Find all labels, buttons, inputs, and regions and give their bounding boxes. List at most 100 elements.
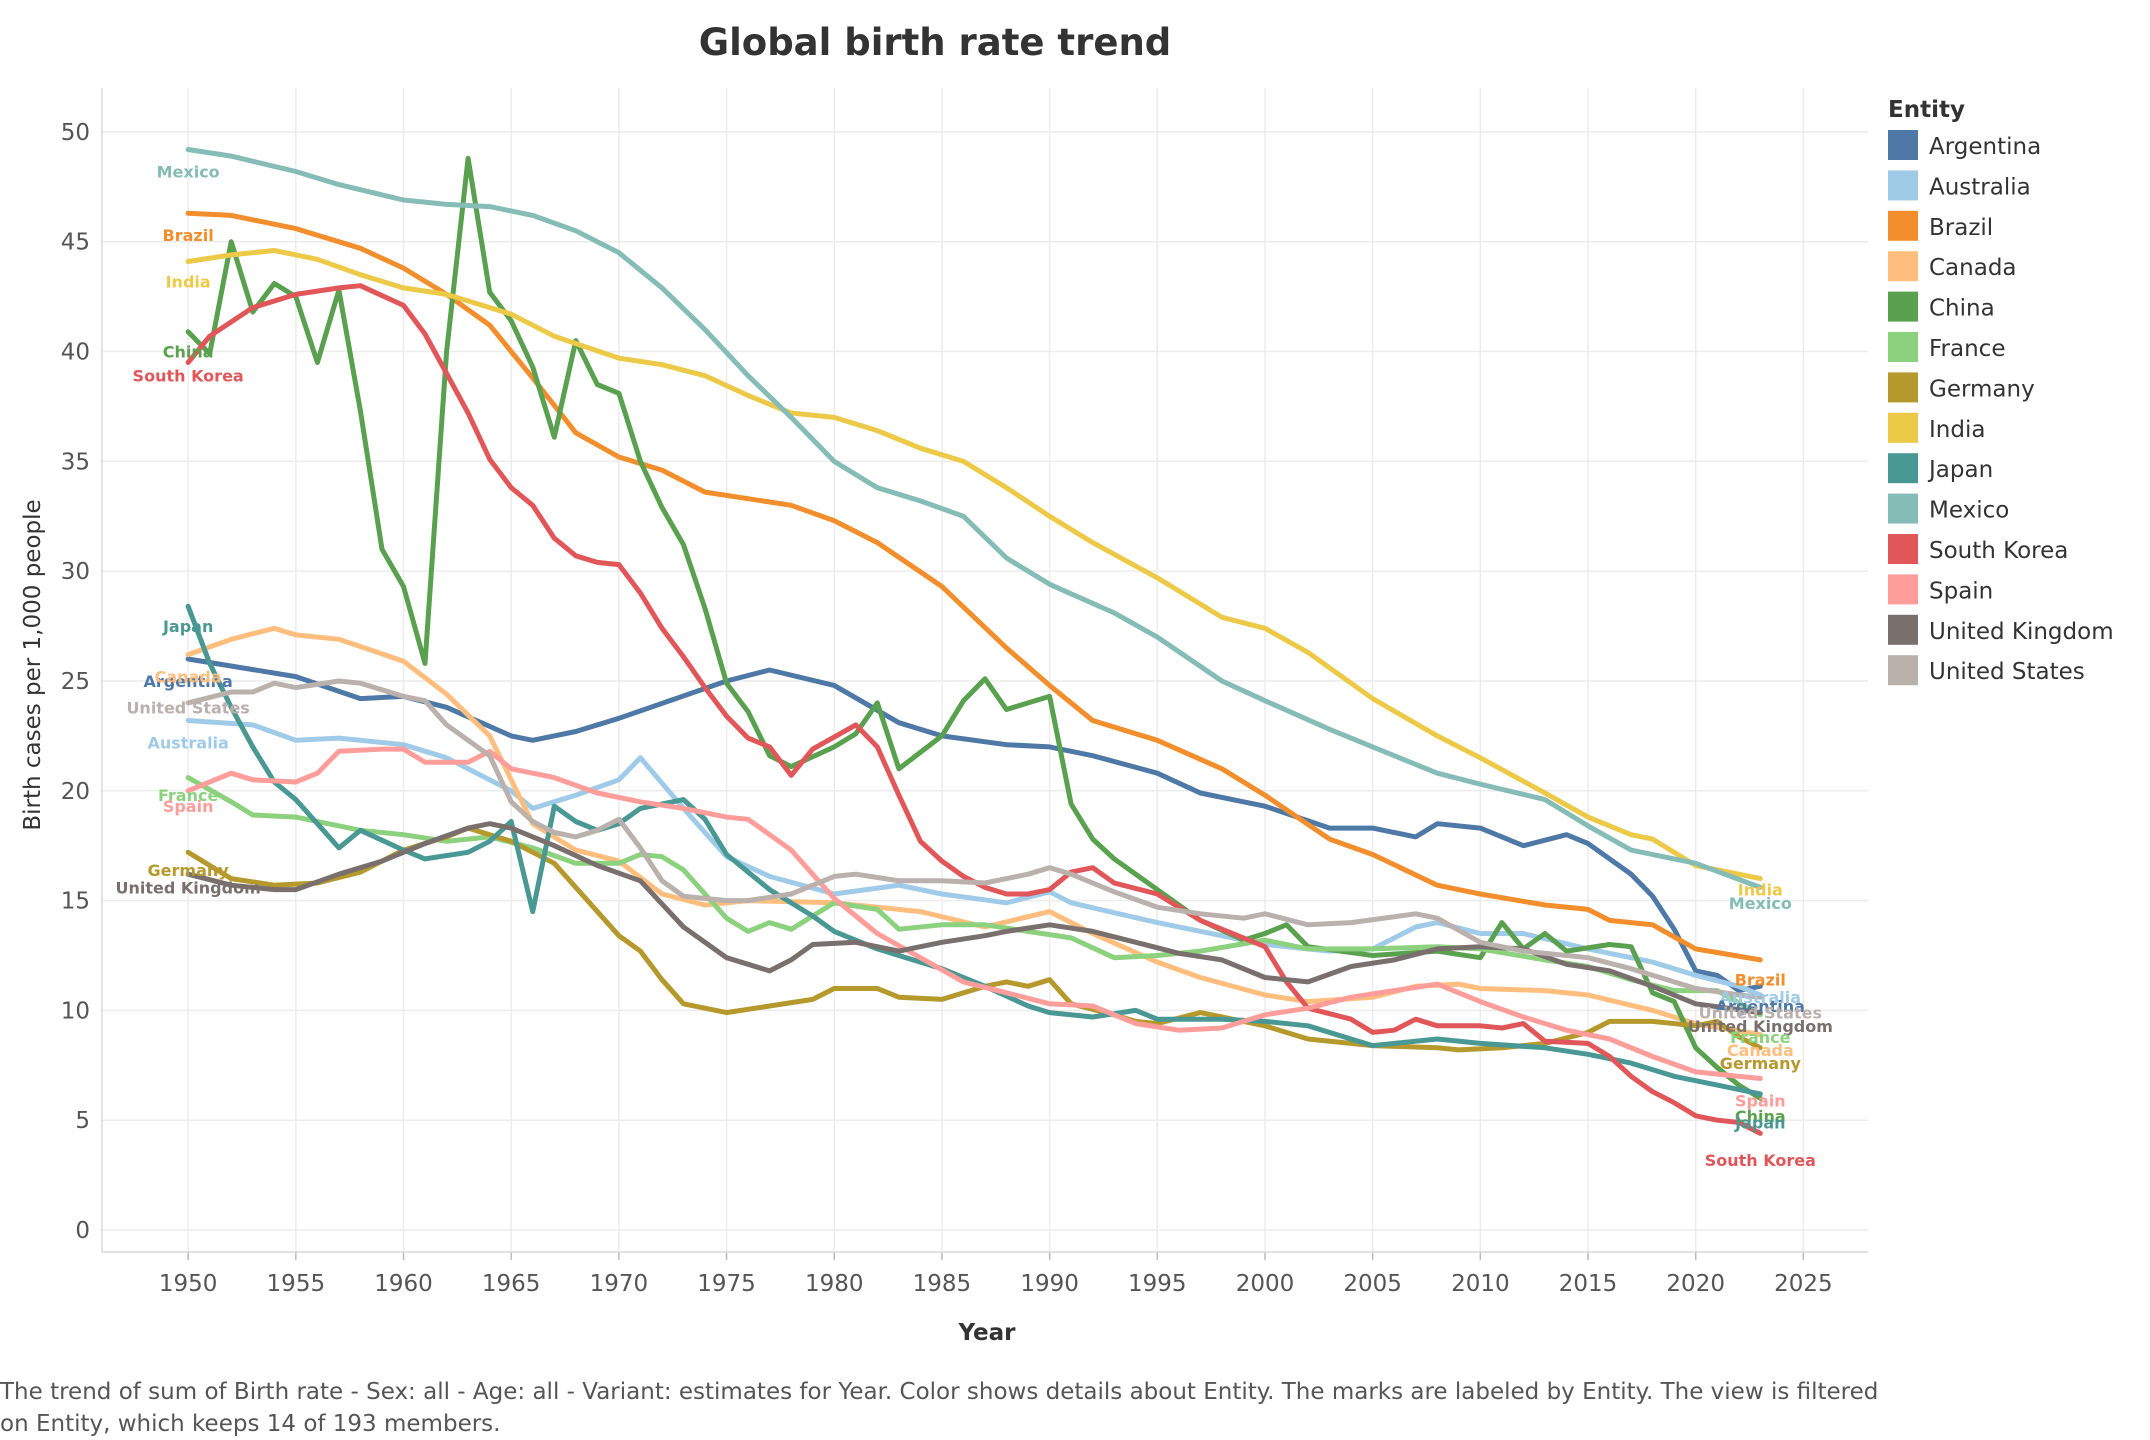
legend-label-canada[interactable]: Canada	[1929, 255, 2017, 281]
start-label-argentina: Argentina	[143, 672, 232, 691]
legend: Entity Argentina Australia Brazil Canada Chi…	[1888, 97, 2114, 686]
x-axis-title: Year	[957, 1320, 1016, 1346]
start-label-canada: Canada	[155, 668, 222, 687]
legend-swatch-argentina[interactable]	[1888, 130, 1918, 160]
start-label-united-kingdom: United Kingdom	[116, 878, 261, 897]
legend-swatch-india[interactable]	[1888, 412, 1918, 443]
start-label-australia: Australia	[147, 733, 228, 752]
y-axis-title: Birth cases per 1,000 people	[20, 499, 46, 830]
legend-swatch-mexico[interactable]	[1888, 493, 1918, 524]
legend-swatch-japan[interactable]	[1888, 453, 1918, 484]
end-label-united-kingdom: United Kingdom	[1688, 1017, 1833, 1036]
chart-caption: The trend of sum of Birth rate - Sex: al…	[0, 1379, 1879, 1437]
y-tick-label-20: 20	[61, 779, 90, 805]
start-label-japan: Japan	[162, 617, 213, 636]
legend-swatch-brazil[interactable]	[1888, 210, 1918, 241]
start-label-spain: Spain	[163, 797, 214, 816]
series-line-japan[interactable]	[185, 603, 1763, 1097]
y-tick-label-15: 15	[61, 889, 90, 915]
legend-swatch-united-states[interactable]	[1888, 655, 1918, 686]
axes: 1950 1955 1960 1965 1970 1975 1980 1985 1990 1995…	[61, 88, 1868, 1297]
legend-label-argentina[interactable]: Argentina	[1929, 134, 2041, 160]
legend-swatch-united-kingdom[interactable]	[1888, 614, 1918, 645]
x-tick-label-2000: 2000	[1236, 1271, 1295, 1297]
chart-title: Global birth rate trend	[699, 21, 1172, 64]
start-label-china: China	[163, 343, 214, 362]
end-label-australia: Australia	[1720, 988, 1801, 1007]
series-line-china[interactable]	[185, 155, 1763, 1101]
end-label-france: France	[1730, 1028, 1790, 1047]
series-line-canada[interactable]	[185, 625, 1763, 1038]
x-tick-label-1995: 1995	[1128, 1271, 1187, 1297]
y-tick-label-40: 40	[61, 340, 90, 366]
legend-label-japan[interactable]: Japan	[1927, 457, 1993, 483]
gridlines	[102, 88, 1868, 1252]
series-line-spain[interactable]	[185, 746, 1763, 1081]
series-line-united-states[interactable]	[185, 678, 1763, 1000]
legend-label-spain[interactable]: Spain	[1929, 578, 1993, 604]
legend-swatch-china[interactable]	[1888, 291, 1918, 322]
end-label-south-korea: South Korea	[1705, 1151, 1816, 1170]
x-tick-label-2020: 2020	[1666, 1271, 1725, 1297]
end-label-united-states: United States	[1699, 1004, 1822, 1023]
legend-swatch-australia[interactable]	[1888, 170, 1918, 201]
legend-label-india[interactable]: India	[1929, 417, 1985, 443]
x-tick-label-1975: 1975	[697, 1271, 756, 1297]
start-label-south-korea: South Korea	[133, 367, 244, 386]
end-label-argentina: Argentina	[1716, 997, 1805, 1016]
x-tick-label-1960: 1960	[374, 1271, 433, 1297]
end-label-canada: Canada	[1727, 1041, 1794, 1060]
legend-label-france[interactable]: France	[1929, 336, 2005, 362]
legend-label-germany[interactable]: Germany	[1929, 376, 2035, 402]
y-tick-label-25: 25	[61, 669, 90, 695]
y-tick-label-5: 5	[75, 1108, 90, 1134]
y-tick-label-0: 0	[75, 1218, 90, 1244]
x-tick-label-1980: 1980	[805, 1271, 864, 1297]
start-label-united-states: United States	[126, 698, 249, 717]
start-label-mexico: Mexico	[157, 162, 220, 181]
series-line-mexico[interactable]	[185, 147, 1763, 890]
series-line-south-korea[interactable]	[185, 283, 1763, 1136]
series-labels: ArgentinaAustraliaBrazilCanadaChinaFranc…	[116, 162, 1833, 1169]
series-line-argentina[interactable]	[185, 656, 1763, 994]
legend-label-brazil[interactable]: Brazil	[1929, 215, 1993, 241]
legend-swatch-spain[interactable]	[1888, 574, 1918, 605]
x-tick-label-1990: 1990	[1020, 1271, 1079, 1297]
legend-label-china[interactable]: China	[1929, 296, 1995, 322]
y-tick-label-45: 45	[61, 230, 90, 256]
x-tick-label-2005: 2005	[1343, 1271, 1402, 1297]
y-tick-label-30: 30	[61, 559, 90, 585]
x-tick-label-1965: 1965	[482, 1271, 541, 1297]
x-tick-label-2025: 2025	[1774, 1271, 1833, 1297]
legend-label-mexico[interactable]: Mexico	[1929, 498, 2009, 524]
x-tick-label-1985: 1985	[913, 1271, 972, 1297]
y-tick-label-50: 50	[61, 120, 90, 146]
legend-label-united-states[interactable]: United States	[1929, 659, 2085, 685]
series-line-india[interactable]	[185, 248, 1763, 882]
x-tick-label-1955: 1955	[267, 1271, 326, 1297]
end-label-india: India	[1738, 881, 1783, 900]
legend-swatch-south-korea[interactable]	[1888, 534, 1918, 564]
end-label-brazil: Brazil	[1735, 971, 1786, 990]
legend-label-united-kingdom[interactable]: United Kingdom	[1929, 619, 2114, 645]
legend-swatch-canada[interactable]	[1888, 251, 1918, 282]
legend-swatch-france[interactable]	[1888, 332, 1918, 362]
legend-label-australia[interactable]: Australia	[1929, 174, 2031, 200]
x-tick-label-1950: 1950	[159, 1271, 218, 1297]
series-line-brazil[interactable]	[185, 210, 1763, 963]
end-label-germany: Germany	[1720, 1054, 1802, 1073]
start-label-germany: Germany	[148, 861, 230, 880]
start-label-brazil: Brazil	[163, 226, 214, 245]
x-tick-label-2015: 2015	[1559, 1271, 1618, 1297]
legend-title: Entity	[1888, 97, 1965, 123]
start-label-france: France	[158, 786, 218, 805]
legend-swatch-germany[interactable]	[1888, 372, 1918, 403]
series-line-united-kingdom[interactable]	[185, 821, 1763, 1016]
start-label-india: India	[166, 272, 211, 291]
x-tick-label-2010: 2010	[1451, 1271, 1510, 1297]
y-tick-label-35: 35	[61, 449, 90, 475]
legend-label-south-korea[interactable]: South Korea	[1929, 538, 2068, 564]
y-tick-label-10: 10	[61, 998, 90, 1024]
series-lines	[185, 147, 1763, 1136]
